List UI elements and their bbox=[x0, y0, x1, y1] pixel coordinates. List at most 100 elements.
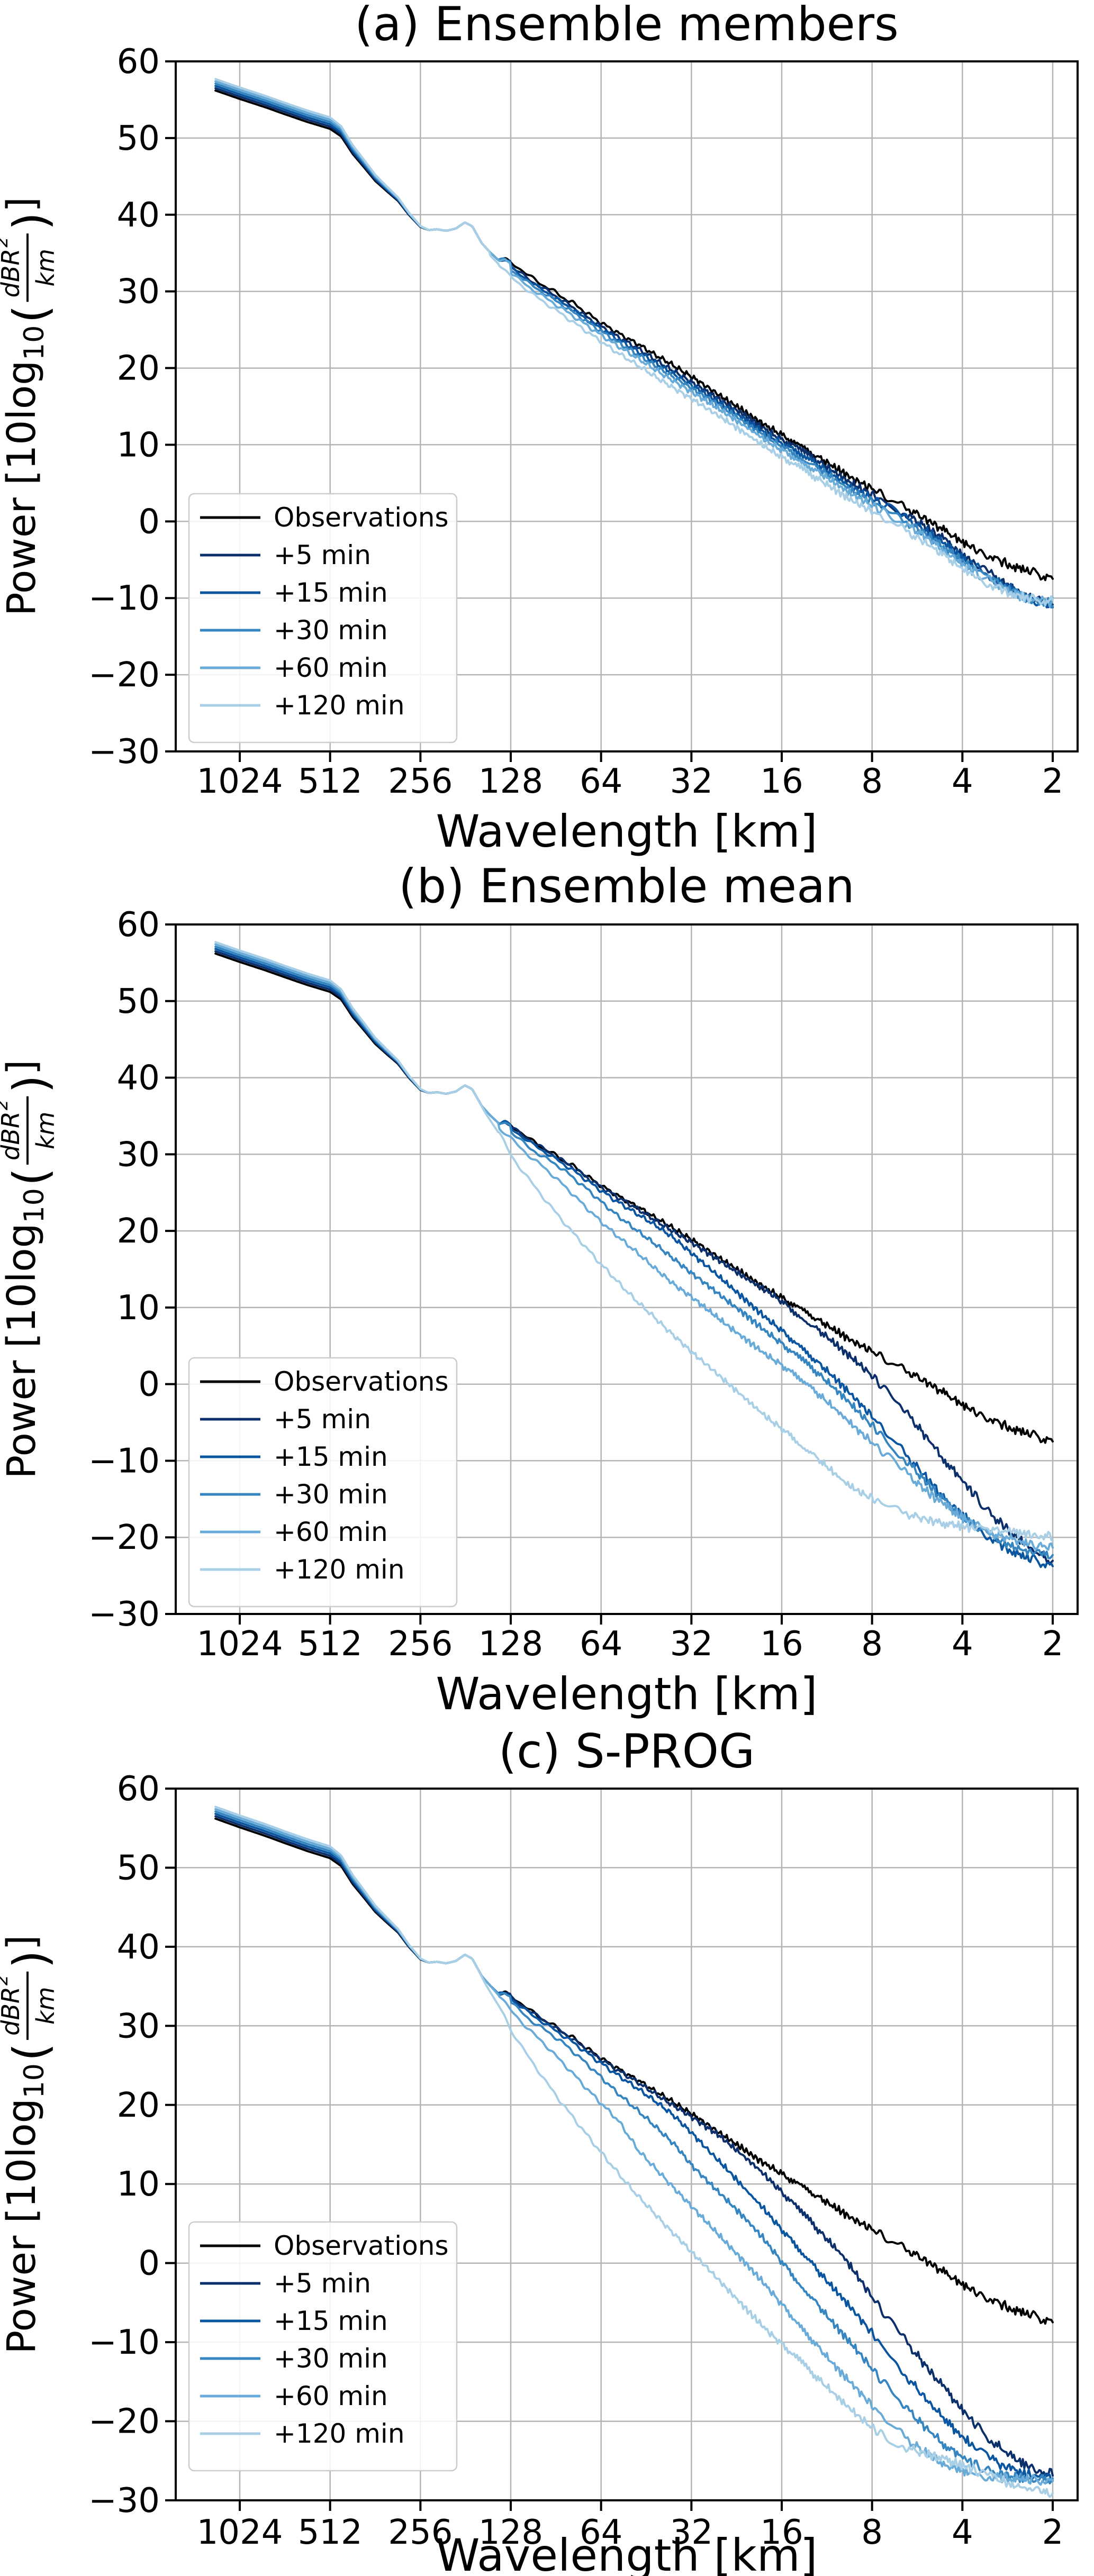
tick-marks bbox=[165, 923, 1054, 1625]
y-tick-label: 50 bbox=[117, 982, 160, 1021]
panel-b: 1024 512 256 128 64 32 16 8 4 2 60 50 40 30 20 10 0 −10 −2… bbox=[0, 864, 1079, 1720]
y-tick-label: 20 bbox=[117, 2086, 160, 2125]
x-tick-label: 32 bbox=[670, 2513, 713, 2552]
y-tick-label: 30 bbox=[117, 1135, 160, 1174]
legend-label: +60 min bbox=[274, 652, 388, 683]
y-tick-label: −20 bbox=[88, 2402, 160, 2442]
panel-a-plot: 1024 512 256 128 64 32 16 8 4 2 60 50 40 30 20 10 0 −10 −2… bbox=[0, 42, 1079, 801]
legend-label: +30 min bbox=[274, 615, 388, 646]
x-tick-label: 2 bbox=[1042, 762, 1064, 801]
panel-c-title: (c) S-PROG bbox=[499, 1728, 755, 1779]
y-tick-label: 40 bbox=[117, 1059, 160, 1098]
y-tick-label: 10 bbox=[117, 1289, 160, 1328]
legend-label: Observations bbox=[274, 2230, 449, 2261]
ylabel-close-paren: ) bbox=[3, 212, 58, 230]
y-tick-label: −10 bbox=[88, 1441, 160, 1481]
tick-labels: 1024 512 256 128 64 32 16 8 4 2 60 50 40 30 20 10 0 −10 −2… bbox=[88, 1770, 1063, 2552]
legend-label: +15 min bbox=[274, 2306, 388, 2336]
x-tick-label: 32 bbox=[670, 762, 713, 801]
series-line-+5-min bbox=[214, 87, 1054, 609]
y-tick-label: 30 bbox=[117, 273, 160, 312]
series-line-+30-min bbox=[214, 1810, 1054, 2484]
x-tick-label: 128 bbox=[478, 2513, 543, 2552]
y-tick-label: 60 bbox=[117, 42, 160, 81]
x-tick-label: 4 bbox=[952, 2513, 973, 2552]
legend-label: Observations bbox=[274, 502, 449, 533]
legend-label: +5 min bbox=[274, 2268, 371, 2299]
x-tick-label: 512 bbox=[298, 1625, 363, 1664]
x-tick-label: 1024 bbox=[197, 762, 283, 801]
x-tick-label: 2 bbox=[1042, 1625, 1064, 1664]
y-tick-label: −30 bbox=[88, 2481, 160, 2520]
y-tick-label: −10 bbox=[88, 579, 160, 618]
ylabel-prefix: Power [10log bbox=[0, 1223, 44, 1479]
ylabel-open-paren: ( bbox=[3, 305, 58, 323]
legend: Observations +5 min +15 min +30 min +60 min +… bbox=[188, 2221, 458, 2472]
plot-border bbox=[175, 60, 1079, 752]
x-tick-label: 256 bbox=[388, 762, 453, 801]
series-line-+120-min bbox=[214, 941, 1054, 1542]
legend-label: +15 min bbox=[274, 577, 388, 608]
y-tick-label: 0 bbox=[138, 2244, 160, 2283]
ylabel-close-paren: ) bbox=[3, 1075, 58, 1093]
ylabel-close-bracket: ] bbox=[0, 1060, 44, 1075]
ylabel-frac-denominator: km bbox=[31, 1112, 60, 1149]
legend-label: +30 min bbox=[274, 1479, 388, 1510]
x-tick-label: 256 bbox=[388, 1625, 453, 1664]
ylabel-open-paren: ( bbox=[3, 1168, 58, 1186]
series-curves bbox=[214, 1806, 1054, 2498]
x-tick-label: 8 bbox=[861, 2513, 883, 2552]
y-tick-label: 20 bbox=[117, 349, 160, 388]
ylabel-frac-numerator: dBR bbox=[0, 249, 25, 298]
plot-border bbox=[175, 923, 1079, 1615]
x-tick-label: 64 bbox=[580, 762, 622, 801]
ylabel-close-bracket: ] bbox=[0, 1935, 44, 1951]
legend-label: Observations bbox=[274, 1366, 449, 1397]
x-tick-label: 8 bbox=[861, 1625, 883, 1664]
series-line-+30-min bbox=[214, 946, 1054, 1559]
legend-label: +15 min bbox=[274, 1441, 388, 1472]
series-line-+5-min bbox=[214, 950, 1054, 1566]
ylabel-close-bracket: ] bbox=[0, 197, 44, 212]
series-curves bbox=[214, 78, 1054, 609]
tick-labels: 1024 512 256 128 64 32 16 8 4 2 60 50 40 30 20 10 0 −10 −2… bbox=[88, 905, 1063, 1664]
y-tick-label: 20 bbox=[117, 1212, 160, 1251]
ylabel-prefix: Power [10log bbox=[0, 360, 44, 616]
panel-b-plot: 1024 512 256 128 64 32 16 8 4 2 60 50 40 30 20 10 0 −10 −2… bbox=[0, 905, 1079, 1664]
legend-label: +5 min bbox=[274, 1404, 371, 1435]
ylabel-frac-sup: 2 bbox=[0, 1100, 12, 1110]
panel-b-title: (b) Ensemble mean bbox=[399, 864, 855, 913]
series-curves bbox=[214, 941, 1054, 1568]
x-tick-label: 16 bbox=[760, 1625, 803, 1664]
ylabel-frac-sup: 2 bbox=[0, 237, 12, 247]
series-line-+120-min bbox=[214, 78, 1054, 606]
y-tick-label: −10 bbox=[88, 2323, 160, 2362]
legend: Observations +5 min +15 min +30 min +60 min +… bbox=[188, 1357, 458, 1608]
y-tick-label: 10 bbox=[117, 425, 160, 465]
y-tick-label: 60 bbox=[117, 905, 160, 945]
panel-a-title: (a) Ensemble members bbox=[355, 0, 899, 51]
x-tick-label: 1024 bbox=[197, 1625, 283, 1664]
series-line-Observations bbox=[214, 1817, 1054, 2325]
legend-label: +120 min bbox=[274, 1554, 405, 1585]
ylabel-frac-numerator: dBR bbox=[0, 1111, 25, 1160]
legend: Observations +5 min +15 min +30 min +60 min +… bbox=[188, 493, 458, 743]
ylabel-prefix: Power [10log bbox=[0, 2098, 44, 2354]
y-tick-label: 0 bbox=[138, 502, 160, 541]
ylabel-subscript: 10 bbox=[19, 2063, 50, 2098]
ylabel-subscript: 10 bbox=[19, 325, 50, 360]
x-tick-label: 128 bbox=[478, 1625, 543, 1664]
ylabel-close-paren: ) bbox=[3, 1950, 58, 1968]
x-tick-label: 4 bbox=[952, 762, 973, 801]
series-line-+5-min bbox=[214, 1815, 1054, 2477]
panel-c-plot: 1024 512 256 128 64 32 16 8 4 2 60 50 40 30 20 10 0 −10 −2… bbox=[0, 1770, 1079, 2552]
tick-marks bbox=[165, 1788, 1054, 2511]
tick-marks bbox=[165, 60, 1054, 762]
tick-labels: 1024 512 256 128 64 32 16 8 4 2 60 50 40 30 20 10 0 −10 −2… bbox=[88, 42, 1063, 801]
x-tick-label: 128 bbox=[478, 762, 543, 801]
y-tick-label: −20 bbox=[88, 1518, 160, 1557]
